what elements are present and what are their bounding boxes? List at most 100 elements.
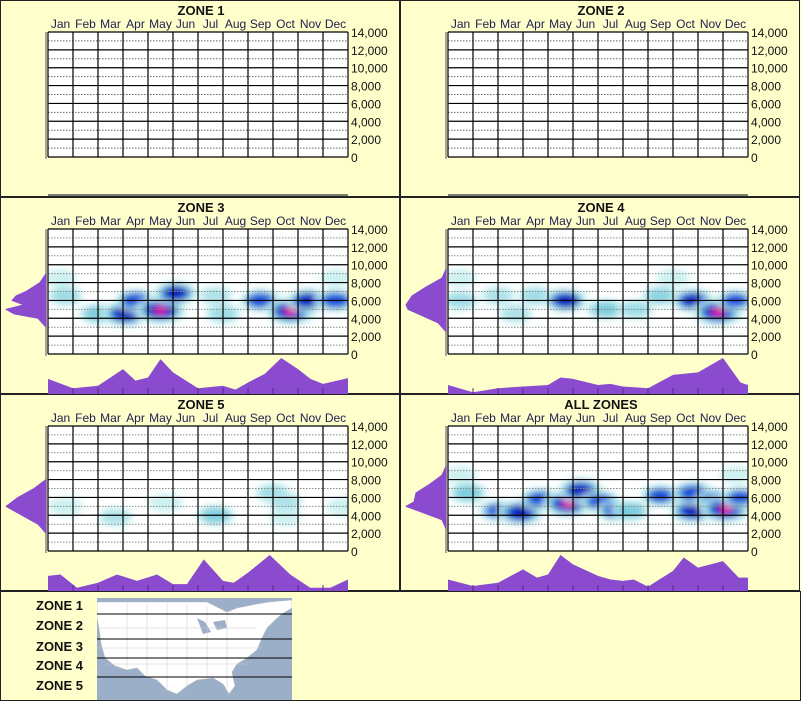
elevation-tick-label: 4,000 <box>351 312 381 326</box>
month-tick-label: Feb <box>75 17 96 31</box>
zone-legend: ZONE 1 ZONE 2 ZONE 3 ZONE 4 ZONE 5 <box>0 591 801 701</box>
month-tick-label: May <box>549 411 572 425</box>
month-tick-label: Feb <box>475 214 496 228</box>
month-tick-label: Nov <box>300 214 321 228</box>
elevation-tick-label: 12,000 <box>351 241 388 255</box>
heatmap-blob <box>148 493 183 513</box>
month-tick-label: Jan <box>51 214 70 228</box>
chart-title: ZONE 1 <box>178 3 225 18</box>
month-tick-label: Jul <box>603 214 618 228</box>
elevation-tick-label: 4,000 <box>351 509 381 523</box>
month-tick-label: Mar <box>100 411 121 425</box>
elevation-tick-label: 12,000 <box>751 44 788 58</box>
month-tick-label: Nov <box>700 411 721 425</box>
elevation-tick-label: 2,000 <box>751 133 781 147</box>
legend-zone-4-label: ZONE 4 <box>36 658 83 673</box>
month-tick-label: Apr <box>526 214 545 228</box>
month-tick-label: May <box>149 17 172 31</box>
month-tick-label: Jul <box>203 17 218 31</box>
month-tick-label: Mar <box>500 214 521 228</box>
month-tick-label: May <box>149 411 172 425</box>
zone-panel: ZONE 4 Jan Feb Mar Apr May Jun Jul Aug Sep Oct Nov D… <box>400 197 800 394</box>
heatmap-blob <box>611 500 650 522</box>
elevation-tick-label: 8,000 <box>351 277 381 291</box>
month-tick-label: Apr <box>126 411 145 425</box>
elevation-tick-label: 14,000 <box>351 26 388 40</box>
month-tick-label: Aug <box>625 214 646 228</box>
month-tick-label: Feb <box>75 411 96 425</box>
month-tick-label: Jan <box>51 17 70 31</box>
heatmap-chart: ZONE 5 Jan Feb Mar Apr May Jun Jul Aug Sep Oct Nov D… <box>5 397 388 591</box>
month-profile <box>48 555 348 591</box>
elevation-tick-label: 0 <box>351 348 358 362</box>
elevation-tick-label: 14,000 <box>751 26 788 40</box>
month-tick-label: Dec <box>725 17 746 31</box>
month-tick-label: Feb <box>475 17 496 31</box>
month-tick-label: Jan <box>451 411 470 425</box>
month-tick-label: Jun <box>176 214 195 228</box>
heatmap-blob <box>543 288 588 313</box>
legend-zone-1-label: ZONE 1 <box>36 598 83 613</box>
elevation-tick-label: 12,000 <box>751 241 788 255</box>
elevation-tick-label: 0 <box>751 151 758 165</box>
month-tick-label: Mar <box>500 17 521 31</box>
month-tick-label: Nov <box>300 17 321 31</box>
heatmap-blob <box>48 269 77 287</box>
month-tick-label: Jul <box>603 411 618 425</box>
month-tick-label: Jan <box>51 411 70 425</box>
month-tick-label: Dec <box>325 17 346 31</box>
zone-panel: ZONE 3 Jan Feb Mar Apr May Jun Jul Aug Sep Oct Nov D… <box>0 197 400 394</box>
month-tick-label: Dec <box>325 411 346 425</box>
month-tick-label: Jun <box>576 17 595 31</box>
month-tick-label: Jan <box>451 214 470 228</box>
heatmap-blob <box>48 285 84 306</box>
heatmap-chart: ZONE 2 Jan Feb Mar Apr May Jun Jul Aug Sep Oct Nov D… <box>445 3 788 196</box>
elevation-tick-label: 8,000 <box>351 474 381 488</box>
elevation-tick-label: 6,000 <box>751 97 781 111</box>
month-tick-label: Jan <box>451 17 470 31</box>
elevation-tick-label: 10,000 <box>751 259 788 273</box>
zone-panel: ZONE 1 Jan Feb Mar Apr May Jun Jul Aug Sep Oct Nov D… <box>0 0 400 197</box>
month-tick-label: Aug <box>625 411 646 425</box>
month-tick-label: May <box>549 214 572 228</box>
heatmap-chart: ZONE 3 Jan Feb Mar Apr May Jun Jul Aug Sep Oct Nov D… <box>5 200 388 394</box>
elevation-tick-label: 8,000 <box>751 80 781 94</box>
chart-title: ZONE 3 <box>178 200 225 215</box>
elevation-tick-label: 2,000 <box>351 527 381 541</box>
month-tick-label: Apr <box>126 214 145 228</box>
chart-title: ZONE 2 <box>578 3 625 18</box>
elevation-tick-label: 2,000 <box>751 330 781 344</box>
zone-map <box>97 598 292 700</box>
elevation-tick-label: 4,000 <box>751 312 781 326</box>
legend-zone-2-label: ZONE 2 <box>36 618 83 633</box>
elevation-tick-label: 0 <box>751 348 758 362</box>
month-tick-label: Oct <box>276 411 295 425</box>
month-tick-label: Jun <box>176 17 195 31</box>
month-tick-label: Jul <box>203 411 218 425</box>
month-profile <box>48 358 348 394</box>
heatmap-blob <box>719 466 748 484</box>
heatmap-blob <box>48 497 83 516</box>
month-tick-label: Oct <box>276 17 295 31</box>
month-tick-label: Feb <box>475 411 496 425</box>
heatmap-blob <box>641 285 680 307</box>
elevation-tick-label: 6,000 <box>351 294 381 308</box>
legend-zone-3-label: ZONE 3 <box>36 639 83 654</box>
elevation-profile <box>405 465 447 530</box>
month-tick-label: Oct <box>676 411 695 425</box>
elevation-tick-label: 12,000 <box>351 438 388 452</box>
elevation-tick-label: 8,000 <box>351 80 381 94</box>
heatmap-blob <box>319 269 348 287</box>
zone-panel: ZONE 5 Jan Feb Mar Apr May Jun Jul Aug Sep Oct Nov D… <box>0 394 400 591</box>
elevation-tick-label: 10,000 <box>751 62 788 76</box>
month-tick-label: Dec <box>725 214 746 228</box>
month-tick-label: Aug <box>225 17 246 31</box>
month-profile <box>448 555 748 591</box>
month-tick-label: Apr <box>526 411 545 425</box>
elevation-tick-label: 6,000 <box>751 491 781 505</box>
heatmap-blob <box>448 269 477 287</box>
month-tick-label: Sep <box>650 17 672 31</box>
month-tick-label: Mar <box>100 214 121 228</box>
zone-panel: ALL ZONES Jan Feb Mar Apr May Jun Jul Aug Sep Oct N… <box>400 394 800 591</box>
elevation-tick-label: 4,000 <box>751 509 781 523</box>
